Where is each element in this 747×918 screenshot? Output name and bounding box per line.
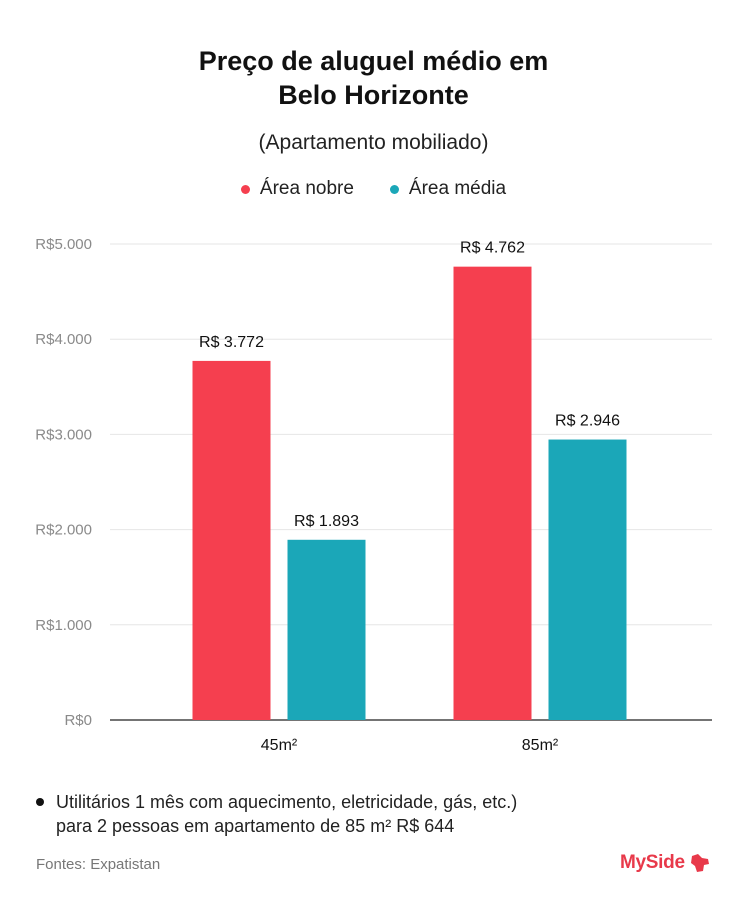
footnote-line-1: Utilitários 1 mês com aquecimento, eletr… <box>56 792 518 812</box>
y-tick-label: R$2.000 <box>35 522 92 539</box>
x-tick-label: 45m² <box>261 737 298 754</box>
y-tick-label: R$0 <box>64 712 92 729</box>
legend-item-area-nobre: Área nobre <box>240 178 354 200</box>
x-tick-label: 85m² <box>522 737 559 754</box>
dog-head-icon <box>690 854 709 872</box>
bullet-icon <box>36 798 44 806</box>
y-tick-label: R$3.000 <box>35 426 92 443</box>
y-tick-label: R$1.000 <box>35 617 92 634</box>
legend-item-area-media: Área média <box>389 178 507 200</box>
chart-title-line-1: Preço de aluguel médio em <box>198 46 549 76</box>
y-tick-label: R$4.000 <box>35 331 92 348</box>
bar <box>548 439 627 720</box>
data-label: R$ 2.946 <box>555 413 620 430</box>
chart-legend: Área nobre Área média <box>0 178 747 200</box>
footnote: Utilitários 1 mês com aquecimento, eletr… <box>36 790 517 838</box>
legend-swatch-area-nobre <box>240 184 250 194</box>
footnote-line-2: para 2 pessoas em apartamento de 85 m² R… <box>56 816 455 836</box>
bar <box>192 360 271 720</box>
data-label: R$ 4.762 <box>460 240 525 257</box>
brand-logo: MySide <box>620 852 711 874</box>
y-tick-label: R$5.000 <box>35 236 92 253</box>
bar-chart: R$0 R$1.000 R$2.000 R$3.000 R$4.000 R$5.000 R$… <box>35 236 712 754</box>
bar <box>287 539 366 720</box>
legend-swatch-area-media <box>389 184 399 194</box>
data-label: R$ 3.772 <box>199 334 264 351</box>
bar <box>453 266 532 720</box>
source-text: Fontes: Expatistan <box>36 856 161 873</box>
data-label: R$ 1.893 <box>294 513 359 530</box>
legend-label-area-media: Área média <box>408 178 507 199</box>
chart-title: Preço de aluguel médio em Belo Horizonte <box>0 44 747 112</box>
brand-name: MySide <box>620 852 685 873</box>
chart-title-line-2: Belo Horizonte <box>278 80 469 110</box>
chart-subtitle: (Apartamento mobiliado) <box>258 131 489 154</box>
legend-label-area-nobre: Área nobre <box>259 178 354 199</box>
